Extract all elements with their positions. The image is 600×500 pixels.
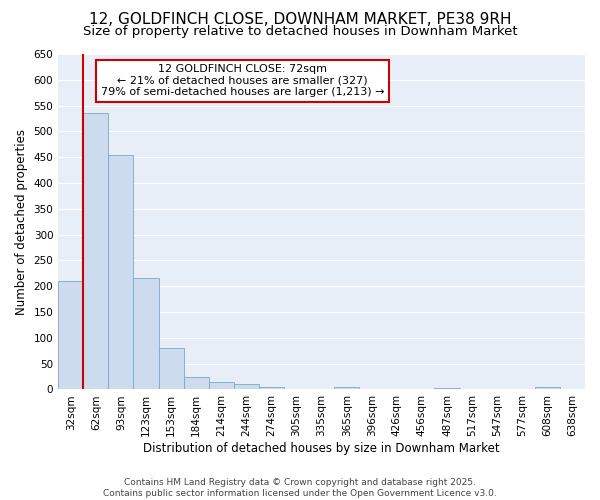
Bar <box>158 348 184 390</box>
Bar <box>334 387 359 390</box>
Y-axis label: Number of detached properties: Number of detached properties <box>15 128 28 314</box>
Bar <box>184 376 209 390</box>
Text: Size of property relative to detached houses in Downham Market: Size of property relative to detached ho… <box>83 25 517 38</box>
Bar <box>209 382 234 390</box>
Bar <box>133 278 158 390</box>
Bar <box>234 384 259 390</box>
Bar <box>109 154 133 390</box>
X-axis label: Distribution of detached houses by size in Downham Market: Distribution of detached houses by size … <box>143 442 500 455</box>
Text: 12 GOLDFINCH CLOSE: 72sqm
← 21% of detached houses are smaller (327)
79% of semi: 12 GOLDFINCH CLOSE: 72sqm ← 21% of detac… <box>101 64 385 98</box>
Bar <box>259 387 284 390</box>
Bar <box>535 388 560 390</box>
Bar <box>434 388 460 390</box>
Bar <box>58 281 83 390</box>
Bar <box>83 114 109 390</box>
Text: Contains HM Land Registry data © Crown copyright and database right 2025.
Contai: Contains HM Land Registry data © Crown c… <box>103 478 497 498</box>
Text: 12, GOLDFINCH CLOSE, DOWNHAM MARKET, PE38 9RH: 12, GOLDFINCH CLOSE, DOWNHAM MARKET, PE3… <box>89 12 511 28</box>
